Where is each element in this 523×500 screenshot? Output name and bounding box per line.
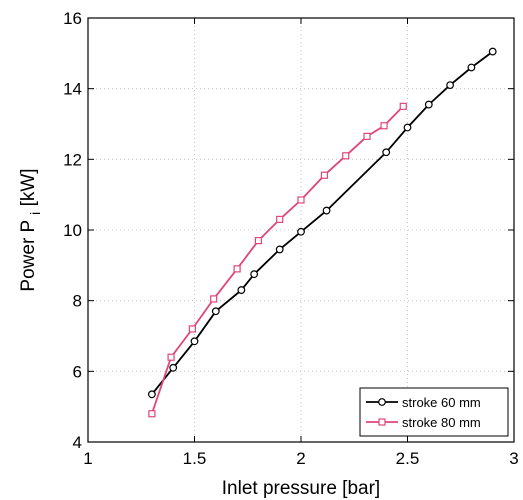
- data-point: [147, 390, 156, 399]
- y-tick-label: 14: [63, 80, 82, 99]
- data-point: [276, 215, 284, 223]
- data-point: [403, 123, 412, 132]
- y-tick-label: 6: [73, 362, 82, 381]
- data-point: [210, 295, 218, 303]
- legend-item: stroke 80 mm: [366, 415, 481, 430]
- data-point: [382, 148, 391, 157]
- legend: stroke 60 mm stroke 80 mm: [359, 387, 509, 437]
- legend-item: stroke 60 mm: [366, 395, 481, 410]
- x-axis-title: Inlet pressure [bar]: [222, 478, 380, 499]
- data-point: [211, 307, 220, 316]
- x-tick-label: 1.5: [183, 449, 207, 468]
- series-1: [147, 47, 497, 399]
- data-point: [380, 122, 388, 130]
- data-point: [250, 270, 259, 279]
- series-line: [151, 105, 404, 414]
- legend-box: [359, 387, 509, 437]
- data-point: [399, 102, 407, 110]
- x-tick-label: 2: [296, 449, 305, 468]
- y-tick-label: 10: [63, 221, 82, 240]
- legend-label: stroke 60 mm: [402, 395, 481, 410]
- data-point: [167, 353, 175, 361]
- y-tick-label: 16: [63, 9, 82, 28]
- legend-marker: [378, 398, 386, 406]
- legend-label: stroke 80 mm: [402, 415, 481, 430]
- data-point: [169, 363, 178, 372]
- data-point: [446, 81, 455, 90]
- data-point: [322, 206, 331, 215]
- data-point: [188, 325, 196, 333]
- y-tick-label: 12: [63, 150, 82, 169]
- y-tick-label: 4: [73, 433, 82, 452]
- data-point: [254, 237, 262, 245]
- x-tick-label: 1: [83, 449, 92, 468]
- axis-ticks: 1 1.5 2 2.5 3 4 6 8 10 12 14 16: [63, 9, 519, 468]
- y-axis-title: Power P i [kW]: [18, 168, 45, 291]
- x-tick-label: 3: [509, 449, 518, 468]
- data-point: [190, 337, 199, 346]
- data-point: [342, 152, 350, 160]
- x-tick-label: 2.5: [396, 449, 420, 468]
- data-point: [237, 286, 246, 294]
- data-point: [233, 265, 241, 273]
- y-tick-label: 8: [73, 292, 82, 311]
- data-point: [467, 63, 476, 72]
- data-point: [275, 245, 284, 254]
- y-axis-title-unit: [kW]: [18, 168, 39, 206]
- legend-marker: [378, 418, 386, 426]
- data-point: [148, 410, 156, 418]
- data-point: [320, 171, 329, 179]
- data-point: [297, 227, 305, 236]
- series-line: [151, 50, 494, 395]
- series-layer: [147, 47, 497, 418]
- y-axis-title-main: Power P: [18, 220, 39, 291]
- y-axis-title-subscript: i: [27, 212, 43, 215]
- data-point: [363, 132, 371, 140]
- data-point: [297, 196, 305, 204]
- data-point: [488, 47, 497, 56]
- data-point: [424, 100, 433, 109]
- series-2: [148, 102, 407, 418]
